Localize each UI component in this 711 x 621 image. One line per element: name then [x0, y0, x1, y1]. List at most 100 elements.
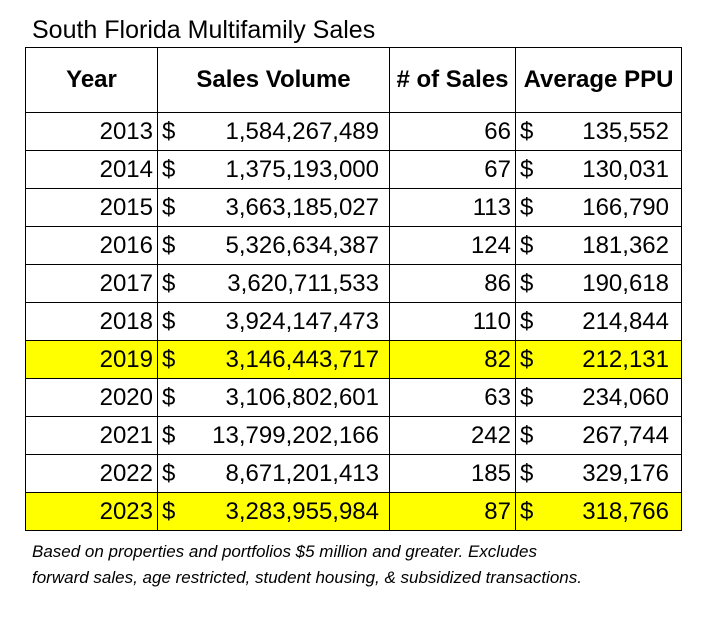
cell-sales-volume: $1,584,267,489 [157, 112, 390, 151]
cell-sales-volume: $3,146,443,717 [157, 340, 390, 379]
cell-number-of-sales: 63 [389, 378, 516, 417]
sales-volume-value: 13,799,202,166 [212, 421, 379, 449]
average-ppu-value: 329,176 [582, 459, 669, 487]
cell-year: 2020 [25, 378, 158, 417]
table-row: 2014 $1,375,193,000 67 $130,031 [25, 150, 682, 189]
cell-sales-volume: $13,799,202,166 [157, 416, 390, 455]
footnote-line-1: Based on properties and portfolios $5 mi… [32, 542, 537, 561]
cell-average-ppu: $267,744 [515, 416, 682, 455]
average-ppu-value: 190,618 [582, 269, 669, 297]
sales-volume-value: 1,375,193,000 [225, 155, 379, 183]
cell-average-ppu: $190,618 [515, 264, 682, 303]
average-ppu-value: 212,131 [582, 345, 669, 373]
cell-sales-volume: $8,671,201,413 [157, 454, 390, 493]
cell-average-ppu: $181,362 [515, 226, 682, 265]
header-row: Year Sales Volume # of Sales Average PPU [25, 47, 682, 113]
currency-symbol: $ [162, 155, 176, 183]
cell-sales-volume: $3,283,955,984 [157, 492, 390, 531]
cell-sales-volume: $5,326,634,387 [157, 226, 390, 265]
table-row: 2022 $8,671,201,413 185 $329,176 [25, 454, 682, 493]
cell-year: 2019 [25, 340, 158, 379]
table-row: 2018 $3,924,147,473 110 $214,844 [25, 302, 682, 341]
currency-symbol: $ [162, 269, 176, 297]
cell-year: 2018 [25, 302, 158, 341]
header-year: Year [25, 47, 158, 113]
table-row: 2013 $1,584,267,489 66 $135,552 [25, 112, 682, 151]
cell-year: 2021 [25, 416, 158, 455]
currency-symbol: $ [162, 117, 176, 145]
cell-sales-volume: $1,375,193,000 [157, 150, 390, 189]
currency-symbol: $ [162, 497, 176, 525]
currency-symbol: $ [520, 117, 534, 145]
cell-average-ppu: $318,766 [515, 492, 682, 531]
currency-symbol: $ [520, 497, 534, 525]
cell-year: 2015 [25, 188, 158, 227]
sales-volume-value: 3,146,443,717 [225, 345, 379, 373]
average-ppu-value: 166,790 [582, 193, 669, 221]
cell-number-of-sales: 66 [389, 112, 516, 151]
average-ppu-value: 214,844 [582, 307, 669, 335]
cell-average-ppu: $329,176 [515, 454, 682, 493]
currency-symbol: $ [520, 421, 534, 449]
cell-number-of-sales: 86 [389, 264, 516, 303]
currency-symbol: $ [162, 459, 176, 487]
sales-volume-value: 3,620,711,533 [227, 269, 379, 297]
table-row: 2021 $13,799,202,166 242 $267,744 [25, 416, 682, 455]
average-ppu-value: 181,362 [582, 231, 669, 259]
currency-symbol: $ [520, 383, 534, 411]
cell-average-ppu: $212,131 [515, 340, 682, 379]
header-average-ppu: Average PPU [515, 47, 682, 113]
cell-year: 2017 [25, 264, 158, 303]
sales-table: Year Sales Volume # of Sales Average PPU… [25, 47, 682, 531]
currency-symbol: $ [520, 307, 534, 335]
table-row: 2017 $3,620,711,533 86 $190,618 [25, 264, 682, 303]
table-row: 2019 $3,146,443,717 82 $212,131 [25, 340, 682, 379]
sales-volume-value: 3,663,185,027 [225, 193, 379, 221]
currency-symbol: $ [162, 383, 176, 411]
currency-symbol: $ [520, 459, 534, 487]
currency-symbol: $ [520, 155, 534, 183]
table-body: 2013 $1,584,267,489 66 $135,552 2014 $1,375,1… [25, 112, 682, 531]
table-row: 2015 $3,663,185,027 113 $166,790 [25, 188, 682, 227]
sales-volume-value: 3,106,802,601 [225, 383, 379, 411]
sales-volume-value: 1,584,267,489 [225, 117, 379, 145]
cell-year: 2014 [25, 150, 158, 189]
average-ppu-value: 318,766 [582, 497, 669, 525]
footnote-line-2: forward sales, age restricted, student h… [32, 568, 582, 587]
currency-symbol: $ [162, 231, 176, 259]
table-row: 2020 $3,106,802,601 63 $234,060 [25, 378, 682, 417]
average-ppu-value: 267,744 [582, 421, 669, 449]
average-ppu-value: 234,060 [582, 383, 669, 411]
average-ppu-value: 135,552 [582, 117, 669, 145]
cell-number-of-sales: 124 [389, 226, 516, 265]
sales-volume-value: 8,671,201,413 [225, 459, 379, 487]
currency-symbol: $ [520, 231, 534, 259]
header-sales-volume: Sales Volume [157, 47, 390, 113]
table-title: South Florida Multifamily Sales [32, 16, 376, 44]
currency-symbol: $ [162, 421, 176, 449]
cell-average-ppu: $135,552 [515, 112, 682, 151]
currency-symbol: $ [162, 193, 176, 221]
cell-average-ppu: $166,790 [515, 188, 682, 227]
currency-symbol: $ [162, 345, 176, 373]
currency-symbol: $ [162, 307, 176, 335]
currency-symbol: $ [520, 193, 534, 221]
cell-average-ppu: $130,031 [515, 150, 682, 189]
sales-volume-value: 3,283,955,984 [225, 497, 379, 525]
average-ppu-value: 130,031 [582, 155, 669, 183]
cell-number-of-sales: 242 [389, 416, 516, 455]
cell-sales-volume: $3,663,185,027 [157, 188, 390, 227]
currency-symbol: $ [520, 345, 534, 373]
cell-number-of-sales: 110 [389, 302, 516, 341]
sales-volume-value: 3,924,147,473 [225, 307, 379, 335]
table-row: 2016 $5,326,634,387 124 $181,362 [25, 226, 682, 265]
cell-number-of-sales: 87 [389, 492, 516, 531]
cell-sales-volume: $3,924,147,473 [157, 302, 390, 341]
cell-year: 2022 [25, 454, 158, 493]
footnote: Based on properties and portfolios $5 mi… [32, 539, 682, 591]
cell-year: 2023 [25, 492, 158, 531]
cell-number-of-sales: 82 [389, 340, 516, 379]
cell-year: 2016 [25, 226, 158, 265]
currency-symbol: $ [520, 269, 534, 297]
cell-number-of-sales: 185 [389, 454, 516, 493]
